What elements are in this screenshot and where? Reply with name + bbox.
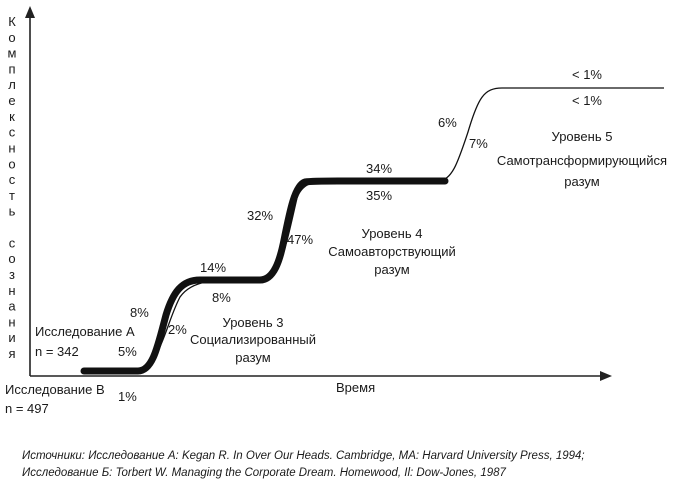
study-a-name: Исследование А [35,324,135,339]
pct-a-5: 34% [366,161,392,176]
pct-a-1: 5% [118,344,137,359]
y-axis-label-letter: ь [9,204,16,219]
y-axis-label-letter: я [8,346,15,361]
sources-line-1: Источники: Исследование А: Kegan R. In O… [22,450,585,462]
pct-b-2: 2% [168,322,187,337]
study-b-name: Исследование В [5,382,105,397]
level-4-line-3: разум [374,262,409,277]
pct-b-7: < 1% [572,93,602,108]
stage-label-level-3: Уровень 3 Социализированный разум [190,315,316,365]
level-5-line-1: Уровень 5 [552,129,613,144]
study-a-n: n = 342 [35,344,79,359]
pct-b-6: 7% [469,136,488,151]
level-4-line-2: Самоавторствующий [328,244,456,259]
y-axis-label-letter: п [8,61,15,76]
level-3-line-2: Социализированный [190,332,316,347]
sources-line-2: Исследование Б: Torbert W. Managing the … [22,467,506,479]
y-axis-label-letter: з [9,267,15,282]
pct-a-2: 8% [130,305,149,320]
y-axis-arrow [25,6,35,18]
pct-b-4: 47% [287,232,313,247]
study-a-curve [80,177,449,375]
pct-b-1: 1% [118,389,137,404]
pct-b-3: 8% [212,290,231,305]
y-axis-label-letter: с [9,125,16,140]
study-a-label: Исследование А n = 342 [35,324,135,359]
level-3-line-1: Уровень 3 [223,315,284,330]
level-3-line-3: разум [235,350,270,365]
pct-a-4: 32% [247,208,273,223]
pct-a-6: 6% [438,115,457,130]
y-axis-label-letter: о [8,30,15,45]
y-axis-label-letter: м [8,46,17,61]
pct-b-5: 35% [366,188,392,203]
y-axis-label-letter: о [8,251,15,266]
y-axis-label-letter: л [8,77,16,92]
pct-a-7: < 1% [572,67,602,82]
study-b-percentages: 1% 2% 8% 47% 35% 7% < 1% [118,93,602,404]
x-axis-label: Время [336,380,375,395]
study-b-label: Исследование В n = 497 [5,382,105,416]
y-axis-label-letter: а [8,299,16,314]
y-axis-label-letter: к [9,109,15,124]
y-axis-label-letter: н [8,283,15,298]
axes [25,6,612,381]
stage-label-level-5: Уровень 5 Самотрансформирующийся разум [497,129,667,189]
study-b-n: n = 497 [5,401,49,416]
stage-label-level-4: Уровень 4 Самоавторствующий разум [328,226,456,277]
x-axis-arrow [600,371,612,381]
study-a-percentages: 5% 8% 14% 32% 34% 6% < 1% [118,67,602,359]
pct-a-3: 14% [200,260,226,275]
level-5-line-3: разум [564,174,599,189]
y-axis-label-letter: н [8,314,15,329]
y-axis-label-letter: К [8,14,16,29]
y-axis-label-letter: е [8,93,15,108]
y-axis-label-letter: т [9,188,15,203]
y-axis-label-letter: и [8,330,15,345]
level-4-line-1: Уровень 4 [362,226,423,241]
y-axis-label-letter: с [9,235,16,250]
level-5-line-2: Самотрансформирующийся [497,153,667,168]
y-axis-label-letter: с [9,172,16,187]
y-axis-label-letter: о [8,156,15,171]
y-axis-label-letter: н [8,140,15,155]
